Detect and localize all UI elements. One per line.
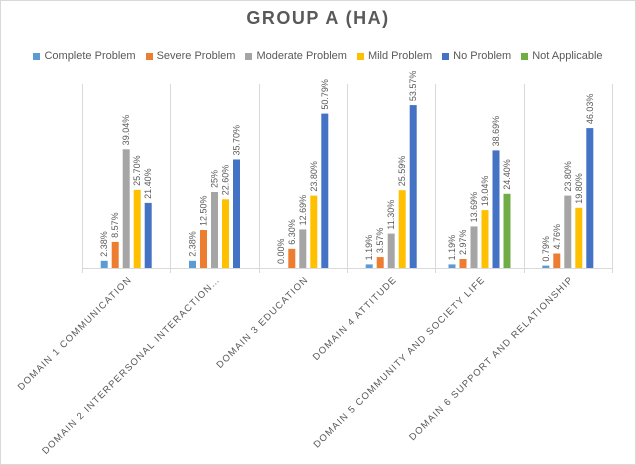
bar	[564, 195, 572, 268]
legend-label: Complete Problem	[44, 50, 136, 62]
bar	[310, 195, 318, 268]
data-label: 2.38%	[188, 231, 198, 257]
data-label: 2.97%	[458, 229, 468, 255]
bar	[459, 259, 467, 268]
data-label: 39.04%	[121, 115, 131, 146]
data-label: 19.04%	[480, 176, 490, 207]
data-label: 46.03%	[585, 94, 595, 125]
bar	[189, 260, 196, 268]
data-label: 50.79%	[320, 79, 330, 110]
bar	[503, 193, 511, 268]
legend-label: No Problem	[453, 50, 512, 62]
bar	[100, 260, 108, 268]
data-label: 24.40%	[502, 159, 512, 190]
data-label: 1.19%	[364, 235, 374, 261]
data-label: 25.59%	[397, 156, 407, 187]
data-label: 2.38%	[99, 231, 109, 257]
data-label: 25%	[210, 170, 220, 188]
bar	[321, 113, 329, 268]
data-label: 12.50%	[199, 195, 209, 226]
data-label: 22.60%	[221, 165, 231, 196]
legend-item: Complete Problem	[33, 50, 136, 62]
bar	[492, 150, 500, 268]
bar	[288, 248, 296, 268]
legend-item: Severe Problem	[145, 50, 236, 62]
chart-title: GROUP A (HA)	[246, 8, 390, 28]
legend-swatch	[521, 52, 529, 60]
bar	[586, 128, 594, 268]
bar	[144, 202, 152, 268]
bar	[200, 230, 207, 268]
bar	[542, 265, 550, 268]
legend-item: No Problem	[442, 50, 511, 62]
legend-swatch	[356, 52, 364, 60]
legend-swatch	[245, 52, 253, 60]
legend-label: Severe Problem	[156, 50, 236, 62]
bar	[387, 233, 395, 268]
data-label: 0.00%	[276, 238, 286, 264]
data-label: 25.70%	[132, 155, 142, 186]
data-label: 38.69%	[491, 116, 501, 147]
data-label: 6.30%	[287, 219, 297, 245]
category-label: DOMAIN 4 ATTITUDE	[311, 274, 400, 363]
legend: Complete Problem Severe Problem Moderate P…	[0, 50, 636, 62]
bar	[376, 257, 384, 268]
bar	[575, 207, 583, 268]
legend-label: Moderate Problem	[256, 50, 347, 62]
data-label: 21.40%	[143, 168, 153, 199]
data-label: 11.30%	[386, 200, 396, 230]
data-label: 53.57%	[408, 71, 418, 102]
legend-swatch	[145, 52, 153, 60]
bar	[111, 241, 119, 268]
data-label: 35.70%	[232, 125, 242, 156]
legend-item: Moderate Problem	[245, 50, 347, 62]
data-label: 8.57%	[110, 212, 120, 238]
category-label: DOMAIN 6 SUPPORT AND RELATIONSHIP	[407, 274, 576, 443]
data-label: 0.79%	[541, 236, 551, 262]
bar	[409, 105, 417, 268]
legend-label: Not Applicable	[532, 50, 603, 62]
category-label: DOMAIN 2 INTERPERSONAL INTERACTION…	[40, 274, 222, 456]
bar	[365, 264, 373, 268]
category-label: DOMAIN 5 COMMUNITY AND SOCIETY LIFE	[312, 274, 488, 450]
bar	[233, 159, 240, 268]
data-label: 3.57%	[375, 228, 385, 254]
bar	[122, 149, 130, 268]
legend-swatch	[33, 52, 41, 60]
bar	[470, 226, 478, 268]
bar	[553, 253, 561, 268]
legend-item: Not Applicable	[521, 50, 603, 62]
bar	[398, 190, 406, 268]
bar	[299, 229, 307, 268]
bar	[133, 189, 141, 268]
data-label: 4.76%	[552, 224, 562, 250]
data-label: 12.69%	[298, 195, 308, 226]
legend-swatch	[442, 52, 450, 60]
data-label: 13.69%	[469, 192, 479, 223]
bar	[211, 192, 218, 268]
bar	[448, 264, 456, 268]
legend-label: Mild Problem	[367, 50, 433, 62]
category-label: DOMAIN 3 EDUCATION	[214, 274, 310, 370]
data-label: 19.80%	[574, 173, 584, 204]
data-label: 23.80%	[309, 161, 319, 192]
bar	[222, 199, 229, 268]
bar	[481, 210, 489, 268]
data-label: 23.80%	[563, 161, 573, 192]
legend-item: Mild Problem	[356, 50, 433, 62]
data-label: 1.19%	[447, 235, 457, 261]
